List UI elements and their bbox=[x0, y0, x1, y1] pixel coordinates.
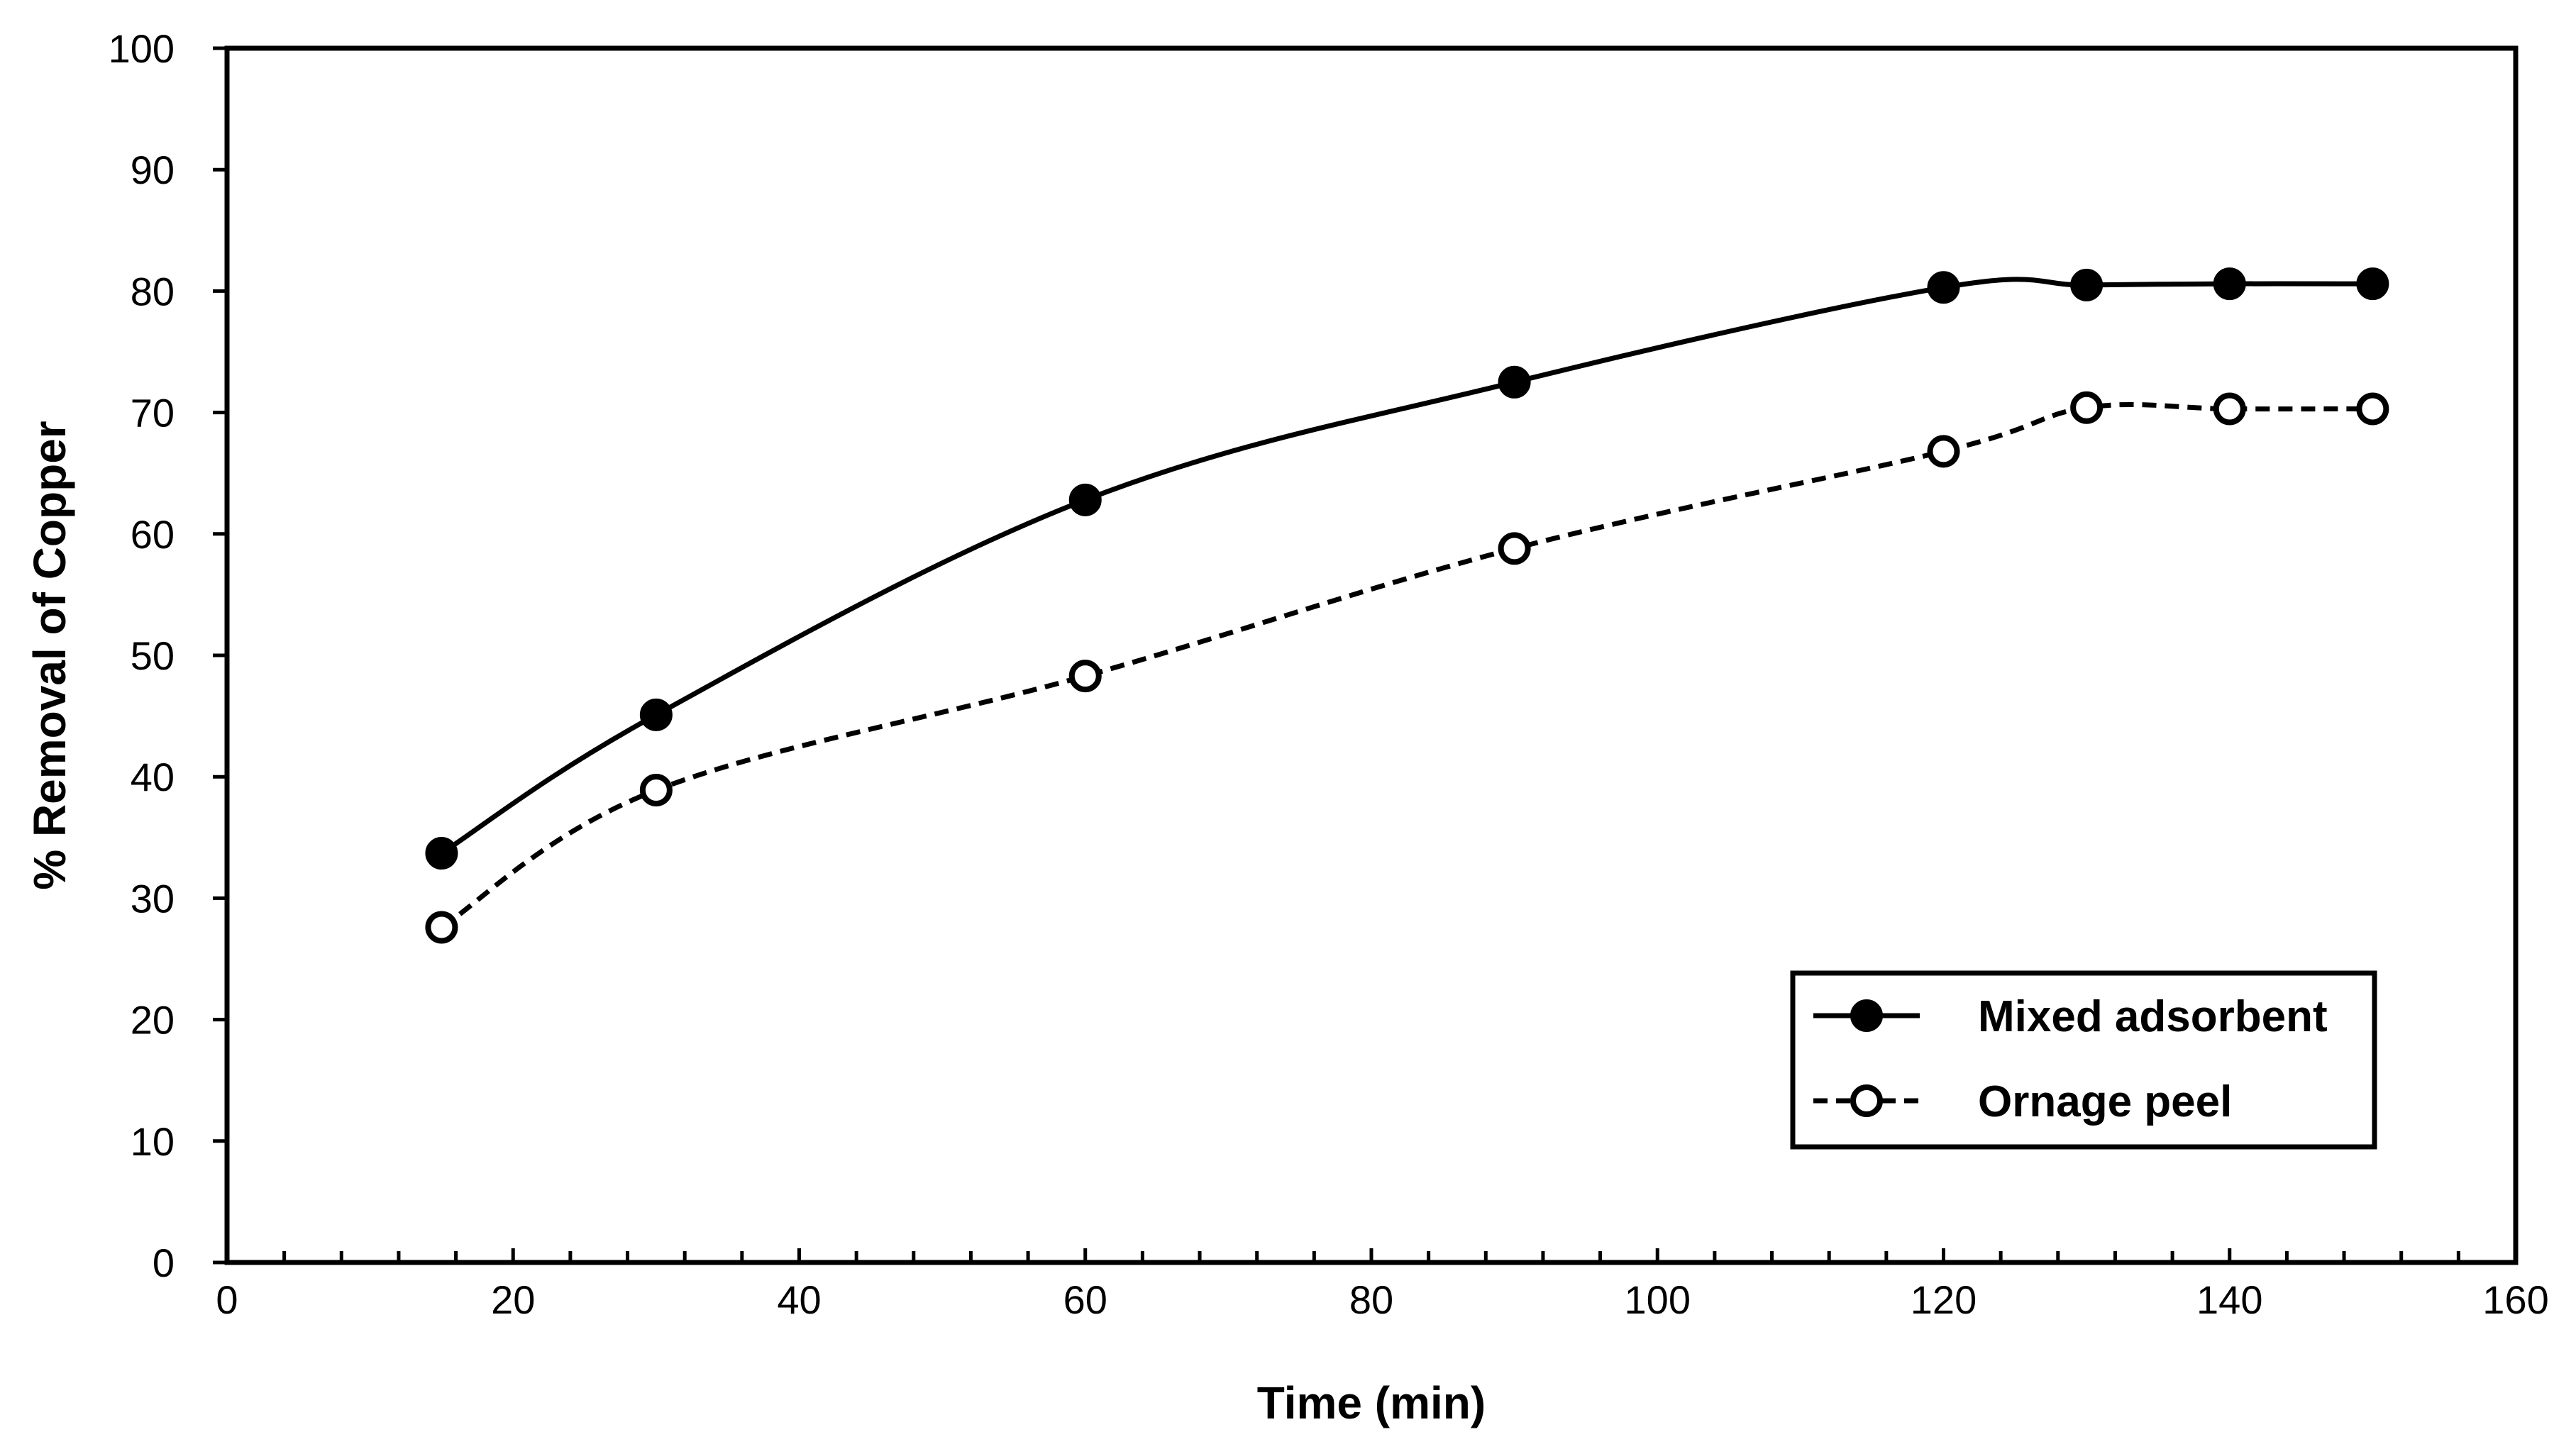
y-tick-label: 50 bbox=[131, 633, 175, 678]
data-point-mixed-adsorbent bbox=[2213, 267, 2246, 301]
data-point-ornage-peel bbox=[639, 774, 673, 807]
data-point-mixed-adsorbent bbox=[2356, 267, 2389, 301]
data-point-ornage-peel bbox=[425, 911, 458, 944]
y-tick-label: 90 bbox=[131, 148, 175, 192]
y-axis-title: % Removal of Copper bbox=[24, 421, 75, 889]
data-point-mixed-adsorbent bbox=[639, 698, 673, 731]
y-tick-label: 40 bbox=[131, 755, 175, 799]
data-point-ornage-peel bbox=[1498, 532, 1531, 565]
y-tick-label: 70 bbox=[131, 391, 175, 435]
data-point-mixed-adsorbent bbox=[1498, 365, 1531, 399]
y-tick-label: 20 bbox=[131, 998, 175, 1043]
x-tick-label: 140 bbox=[2196, 1277, 2262, 1322]
data-point-mixed-adsorbent bbox=[425, 837, 458, 870]
legend-marker-ornage-peel bbox=[1850, 1084, 1883, 1117]
legend: Mixed adsorbent Ornage peel bbox=[1790, 970, 2377, 1150]
data-point-ornage-peel bbox=[2356, 392, 2389, 426]
y-axis-ticks: 0 10 20 30 40 50 60 70 80 90 100 bbox=[109, 26, 227, 1285]
x-tick-label: 80 bbox=[1349, 1277, 1393, 1322]
x-axis-title: Time (min) bbox=[1257, 1377, 1486, 1428]
y-tick-label: 60 bbox=[131, 512, 175, 557]
data-point-ornage-peel bbox=[2070, 391, 2104, 424]
y-tick-label: 0 bbox=[153, 1240, 175, 1285]
legend-label-mixed-adsorbent: Mixed adsorbent bbox=[1978, 992, 2328, 1041]
data-point-ornage-peel bbox=[2213, 392, 2246, 426]
y-tick-label: 30 bbox=[131, 876, 175, 921]
data-point-ornage-peel bbox=[1927, 435, 1960, 468]
x-tick-label: 40 bbox=[777, 1277, 821, 1322]
legend-box bbox=[1790, 970, 2377, 1150]
data-point-mixed-adsorbent bbox=[1927, 271, 1960, 304]
data-point-mixed-adsorbent bbox=[2070, 268, 2104, 301]
data-point-ornage-peel bbox=[1068, 660, 1102, 693]
x-tick-label: 60 bbox=[1063, 1277, 1107, 1322]
x-tick-label: 0 bbox=[216, 1277, 238, 1322]
x-tick-label: 20 bbox=[491, 1277, 535, 1322]
data-point-mixed-adsorbent bbox=[1068, 483, 1102, 516]
y-tick-label: 100 bbox=[109, 26, 175, 71]
y-tick-label: 10 bbox=[131, 1119, 175, 1164]
x-tick-label: 100 bbox=[1625, 1277, 1691, 1322]
x-tick-label: 160 bbox=[2482, 1277, 2548, 1322]
legend-label-ornage-peel: Ornage peel bbox=[1978, 1077, 2232, 1126]
legend-marker-mixed-adsorbent bbox=[1850, 999, 1883, 1032]
y-tick-label: 80 bbox=[131, 269, 175, 313]
x-tick-label: 120 bbox=[1911, 1277, 1977, 1322]
x-axis-ticks: 0 20 40 60 80 100 120 140 160 bbox=[216, 1248, 2549, 1322]
series-layer bbox=[425, 267, 2389, 944]
